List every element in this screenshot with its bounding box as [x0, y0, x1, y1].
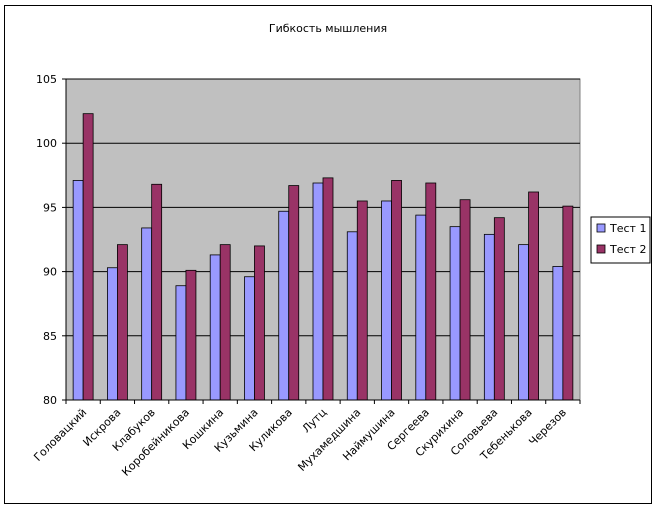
y-tick-label-3: 95 [43, 201, 57, 214]
bar-2-7 [322, 177, 334, 401]
bar-1-2 [141, 227, 153, 401]
bar-1-1 [107, 267, 118, 401]
bar-1-3 [175, 285, 187, 401]
y-tick-label-1: 85 [43, 330, 57, 343]
bar-1-0 [72, 180, 84, 401]
bar-2-1 [117, 244, 128, 401]
bar-1-12 [483, 233, 495, 401]
bar-2-14 [562, 205, 574, 401]
bar-1-14 [552, 266, 564, 401]
bar-2-2 [151, 183, 163, 401]
bar-series [72, 113, 574, 401]
bar-2-4 [219, 244, 231, 401]
bar-2-12 [493, 217, 505, 401]
legend-label-2: Тест 2 [609, 243, 646, 256]
bar-1-13 [518, 244, 529, 401]
x-axis-tick-labels: ГоловацкийИскроваКлабуковКоробейниковаКо… [31, 406, 569, 479]
legend: Тест 1 Тест 2 [590, 216, 651, 264]
bar-2-3 [185, 269, 197, 401]
legend-label-1: Тест 1 [609, 222, 646, 235]
bar-1-9 [381, 200, 392, 401]
y-tick-label-0: 80 [43, 394, 57, 407]
bar-2-5 [254, 245, 265, 401]
legend-swatch-1 [596, 223, 606, 233]
y-tick-label-5: 105 [36, 73, 57, 86]
y-tick-label-4: 100 [36, 137, 57, 150]
bar-1-7 [312, 182, 324, 401]
bar-2-10 [425, 182, 437, 401]
x-tick-label-7: Лутц [300, 406, 329, 435]
bar-1-8 [346, 231, 358, 401]
bar-1-11 [449, 226, 461, 401]
axes [62, 78, 581, 404]
chart-title: Гибкость мышления [269, 22, 387, 35]
bar-1-5 [244, 276, 255, 401]
bar-2-13 [528, 191, 539, 401]
bar-2-11 [459, 199, 471, 401]
bar-2-9 [391, 180, 402, 401]
bar-2-0 [82, 113, 94, 401]
legend-swatch-2 [596, 244, 606, 254]
bar-1-4 [209, 254, 221, 401]
bar-2-8 [356, 200, 368, 401]
x-tick-label-14: Черезов [526, 406, 569, 449]
y-tick-label-2: 90 [43, 266, 57, 279]
bar-2-6 [288, 185, 300, 401]
bar-1-6 [278, 210, 290, 401]
bar-1-10 [415, 214, 427, 401]
x-tick-label-0: Головацкий [31, 406, 89, 464]
y-axis-tick-labels: 80 85 90 95 100 105 [36, 73, 57, 407]
